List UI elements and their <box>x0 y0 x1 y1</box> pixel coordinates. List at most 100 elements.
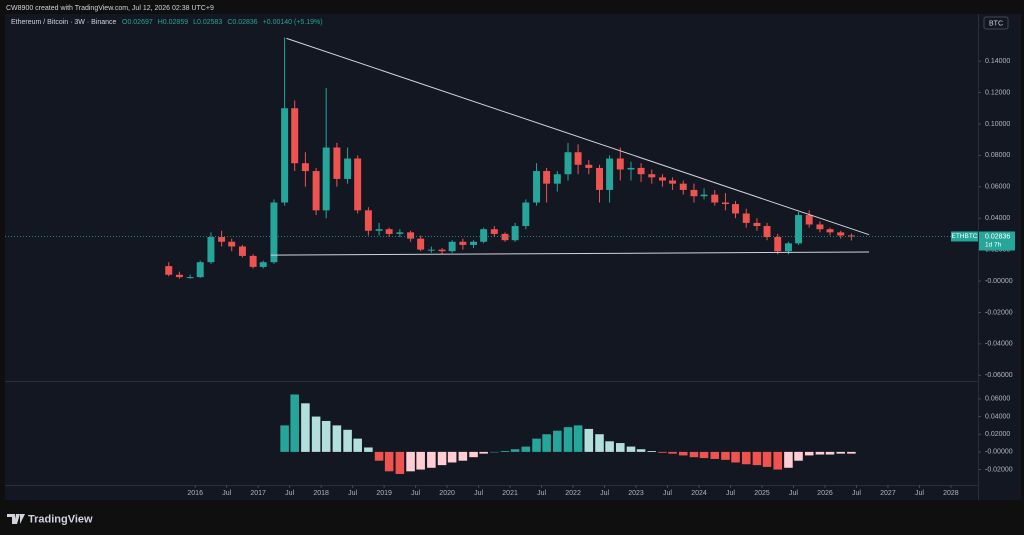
brand-name: TradingView <box>28 513 93 525</box>
histogram-bar <box>710 451 720 459</box>
histogram-bar <box>731 451 740 463</box>
candle-body <box>679 183 687 190</box>
candle-body <box>196 262 204 278</box>
created-note: CW8900 created with TradingView.com, Jul… <box>6 5 214 12</box>
candle-body <box>312 171 320 211</box>
histogram-bar <box>794 451 803 461</box>
candle-body <box>354 158 362 211</box>
ohlc-value: O0.02697 <box>122 19 153 26</box>
candle-body <box>690 189 698 197</box>
histogram-bar <box>280 425 289 452</box>
price-tag <box>979 231 1015 251</box>
brand: TradingView <box>7 513 93 525</box>
candle-body <box>238 246 246 256</box>
x-tick-label: 2028 <box>943 490 959 497</box>
currency-box[interactable] <box>983 16 1009 30</box>
histogram-bar <box>353 438 362 452</box>
histogram-bar <box>752 451 762 466</box>
x-tick-label: 2016 <box>187 490 203 497</box>
candle-body <box>511 226 519 241</box>
candle-body <box>659 177 666 181</box>
histogram-bar <box>563 427 573 452</box>
x-tick-label: Jul <box>474 490 483 497</box>
histogram-bar <box>510 449 520 452</box>
histogram-bar <box>374 451 384 461</box>
x-tick-label: Jul <box>222 490 231 497</box>
candle-body <box>753 222 761 227</box>
candle-body <box>375 229 383 231</box>
candle-body <box>596 167 603 190</box>
candle-body <box>470 241 478 245</box>
histogram-bar <box>332 425 342 452</box>
histogram-bar <box>678 451 688 456</box>
candle-body <box>564 152 572 175</box>
candle-body <box>364 210 372 231</box>
histogram-bar <box>784 451 793 468</box>
histogram-bar <box>825 451 835 455</box>
candle-body <box>333 147 341 179</box>
candle-body <box>490 229 498 234</box>
histogram-bar <box>343 429 352 452</box>
brand-logo <box>7 514 25 524</box>
candle-body <box>448 241 456 252</box>
histogram-bar <box>364 447 373 452</box>
candle-body <box>218 237 226 242</box>
candle-body <box>837 232 845 236</box>
y-tick-label: -0.02000 <box>985 309 1013 316</box>
y2-tick-label: 0.02000 <box>985 431 1010 438</box>
x-tick-label: Jul <box>537 490 546 497</box>
currency[interactable]: BTC <box>989 20 1003 27</box>
candle-body <box>732 204 740 214</box>
candle-body <box>249 255 257 267</box>
histogram-bar <box>773 451 783 470</box>
candle-body <box>763 226 771 238</box>
x-tick-label: 2018 <box>313 490 329 497</box>
histogram-bar <box>584 428 594 452</box>
candle-body <box>501 233 509 241</box>
y-tick-label: 0.12000 <box>985 89 1010 96</box>
y-tick-label: 0.06000 <box>985 184 1010 191</box>
histogram-bar <box>668 451 677 454</box>
y-tick-label: 0.10000 <box>985 121 1010 128</box>
histogram-bar <box>416 451 425 470</box>
histogram-bar <box>815 451 825 455</box>
candle-body <box>322 147 330 211</box>
histogram-bar <box>626 446 636 452</box>
symbol-title: Ethereum / Bitcoin · 3W · Binance <box>11 19 117 26</box>
candle-body <box>175 274 183 278</box>
x-tick-label: Jul <box>789 490 798 497</box>
x-tick-label: 2020 <box>439 490 455 497</box>
candle-body <box>186 277 194 279</box>
histogram-bar <box>647 451 657 452</box>
x-tick-label: 2023 <box>628 490 644 497</box>
x-tick-label: Jul <box>915 490 924 497</box>
candle-body <box>427 249 435 251</box>
y2-tick-label: -0.02000 <box>985 466 1013 473</box>
ohlc-value: H0.02859 <box>158 19 188 26</box>
x-tick-label: 2017 <box>250 490 266 497</box>
x-tick-label: Jul <box>663 490 672 497</box>
candle-body <box>847 235 855 237</box>
candle-body <box>711 194 719 203</box>
histogram-bar <box>553 430 562 452</box>
trendline <box>270 251 870 256</box>
candle-body <box>522 202 530 227</box>
candle-body <box>721 202 729 205</box>
candle-body <box>480 229 488 242</box>
candle-body <box>826 229 834 233</box>
x-tick-label: Jul <box>726 490 735 497</box>
x-tick-label: 2026 <box>817 490 833 497</box>
histogram-bar <box>469 451 478 458</box>
candle-body <box>805 215 813 225</box>
histogram-bar <box>762 451 772 467</box>
histogram-bar <box>847 451 856 454</box>
ohlc-value: C0.02836 <box>227 19 257 26</box>
candle-body <box>291 108 299 164</box>
x-tick-label: 2022 <box>565 490 581 497</box>
y2-tick-label: 0.06000 <box>985 396 1010 403</box>
y2-tick-label: 0.04000 <box>985 413 1010 420</box>
candle-body <box>533 171 541 203</box>
x-tick-label: 2027 <box>880 490 896 497</box>
y-tick-label: 0.08000 <box>985 152 1010 159</box>
